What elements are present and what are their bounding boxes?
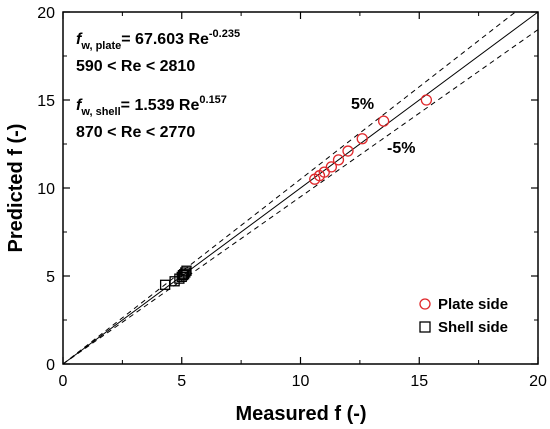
- deviation-line-2: [62, 29, 539, 365]
- plate-side-point: [356, 133, 368, 145]
- plate-side-point: [318, 166, 330, 178]
- plate-re-range: 590 < Re < 2810: [76, 58, 195, 75]
- data-points: [159, 94, 433, 290]
- x-tick-label: 20: [529, 373, 547, 390]
- plate-exponent: -0.235: [209, 28, 240, 40]
- plate-side-point: [377, 115, 390, 127]
- plate-side-point: [420, 94, 433, 106]
- plate-side-point: [332, 154, 345, 166]
- plate-side-point: [342, 145, 354, 157]
- y-axis-title: Predicted f (-): [5, 124, 27, 253]
- plate-equation: = 67.603 Re: [121, 31, 209, 48]
- legend-shell-marker: [419, 321, 431, 333]
- plate-subscript: w, plate: [80, 40, 121, 52]
- x-tick-label: 0: [59, 373, 68, 390]
- shell-subscript: w, shell: [80, 106, 120, 118]
- plate-correlation: fw, plate= 67.603 Re-0.235: [76, 28, 240, 52]
- shell-side-point: [181, 265, 192, 276]
- plate-side-point: [325, 161, 338, 173]
- shell-correlation: fw, shell= 1.539 Re0.157: [76, 94, 227, 118]
- minus-five-percent-label: -5%: [387, 140, 415, 157]
- shell-symbol: f: [76, 97, 83, 114]
- x-tick-label: 5: [177, 373, 186, 390]
- shell-side-point: [180, 267, 191, 278]
- y-tick-label: 15: [37, 93, 55, 110]
- plate-symbol: f: [76, 31, 83, 48]
- y-tick-label: 10: [37, 181, 55, 198]
- parity-line: [62, 11, 539, 365]
- plus-five-percent-label: 5%: [351, 96, 374, 113]
- x-tick-label: 15: [410, 373, 428, 390]
- legend-plate-marker: [419, 298, 431, 310]
- axis-ticks: 0 5 10 15 20 0 5 10 15 20: [37, 5, 547, 390]
- x-axis-title: Measured f (-): [235, 403, 366, 425]
- y-tick-label: 5: [46, 269, 55, 286]
- reference-lines: [62, 11, 539, 365]
- shell-exponent: 0.157: [199, 94, 227, 106]
- x-tick-label: 10: [292, 373, 310, 390]
- shell-side-point: [178, 269, 190, 280]
- legend: Plate side Shell side: [419, 296, 508, 336]
- deviation-line-1: [62, 11, 516, 365]
- shell-re-range: 870 < Re < 2770: [76, 124, 195, 141]
- shell-equation: = 1.539 Re: [121, 97, 200, 114]
- legend-plate-label: Plate side: [438, 296, 508, 313]
- legend-shell-label: Shell side: [438, 319, 508, 336]
- y-tick-label: 20: [37, 5, 55, 22]
- y-tick-label: 0: [46, 357, 55, 374]
